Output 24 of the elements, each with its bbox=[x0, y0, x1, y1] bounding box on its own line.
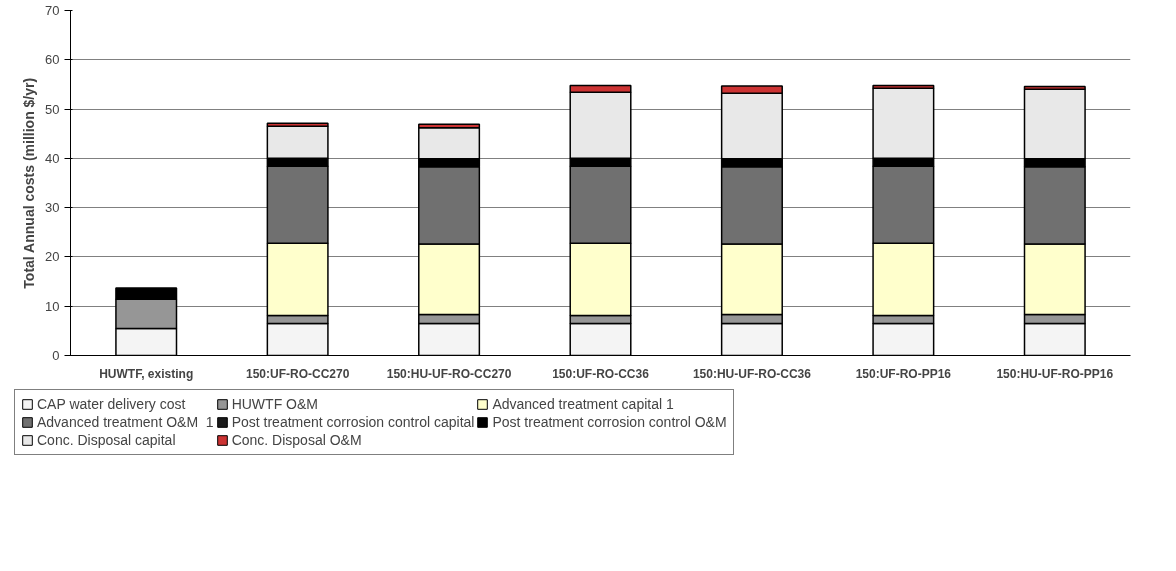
y-tick-label: 50 bbox=[45, 101, 60, 117]
legend-label: Advanced treatment O&M 1 bbox=[37, 414, 214, 430]
x-tick-label: 150:HU-UF-RO-PP16 bbox=[996, 366, 1114, 381]
legend-label: Post treatment corrosion control O&M bbox=[492, 414, 727, 430]
x-tick-label: 150:UF-RO-CC36 bbox=[552, 366, 650, 381]
y-tick-label: 10 bbox=[45, 298, 60, 314]
legend-label: CAP water delivery cost bbox=[37, 396, 186, 412]
y-tick-label: 20 bbox=[45, 249, 60, 265]
legend-label: Conc. Disposal capital bbox=[37, 432, 176, 448]
legend-label: HUWTF O&M bbox=[231, 396, 318, 412]
x-tick-label: HUWTF, existing bbox=[99, 366, 194, 381]
x-tick-label: 150:UF-RO-CC270 bbox=[245, 366, 350, 381]
legend-label: Conc. Disposal O&M bbox=[231, 432, 362, 448]
y-tick-label: 70 bbox=[45, 3, 60, 18]
y-tick-label: 30 bbox=[45, 200, 60, 216]
y-axis-title: Total Annual costs (million $/yr) bbox=[21, 77, 38, 289]
legend-label: Advanced treatment capital 1 bbox=[492, 396, 674, 412]
x-tick-label: 150:UF-RO-PP16 bbox=[855, 366, 952, 381]
legend-label: Post treatment corrosion control capital bbox=[231, 414, 475, 430]
y-tick-label: 40 bbox=[45, 150, 60, 166]
y-tick-label: 0 bbox=[52, 348, 60, 363]
x-tick-label: 150:HU-UF-RO-CC36 bbox=[692, 366, 812, 381]
y-tick-label: 60 bbox=[45, 52, 60, 68]
x-tick-label: 150:HU-UF-RO-CC270 bbox=[386, 366, 512, 381]
